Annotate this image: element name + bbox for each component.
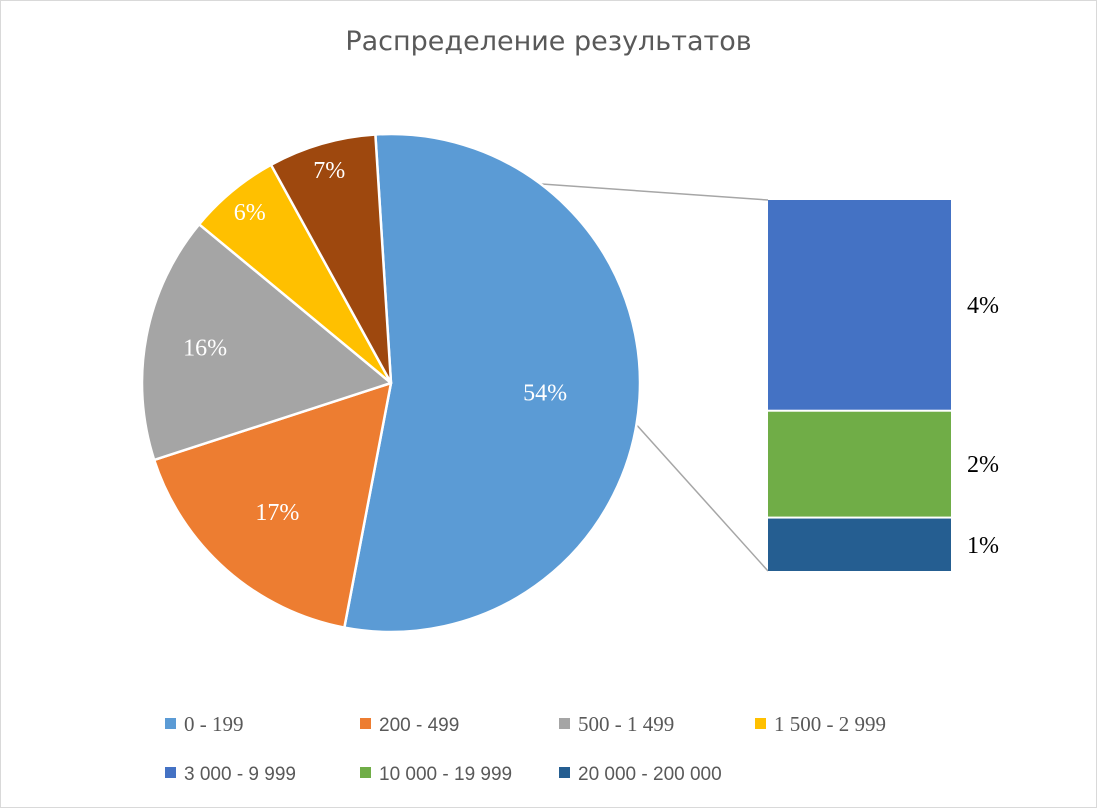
bar-segment-3-000-9-999 bbox=[768, 200, 951, 410]
legend-label: 500 - 1 499 bbox=[578, 712, 674, 736]
bar-data-label-3-000-9-999: 4% bbox=[967, 293, 999, 319]
pie-data-label-1-500-2-999: 6% bbox=[234, 200, 266, 226]
bar-segment-10-000-19-999 bbox=[768, 411, 951, 517]
legend-swatch bbox=[559, 767, 570, 778]
pie-slice-200-499 bbox=[152, 381, 393, 629]
bar-segment-20-000-200-000 bbox=[768, 518, 951, 571]
legend-label: 0 - 199 bbox=[184, 712, 244, 736]
legend-label: 1 500 - 2 999 bbox=[774, 712, 886, 736]
pie-data-label-500-1-499: 16% bbox=[183, 336, 227, 362]
legend: 0 - 199 200 - 499 500 - 1 499 1 500 - 2 999… bbox=[165, 712, 886, 785]
legend-swatch bbox=[559, 718, 570, 729]
pie-slice-0-199 bbox=[343, 132, 642, 634]
legend-swatch bbox=[360, 767, 371, 778]
legend-label: 20 000 - 200 000 bbox=[578, 764, 722, 785]
pie-slice-other bbox=[269, 133, 393, 385]
legend-item-500-1-499: 500 - 1 499 bbox=[559, 712, 674, 736]
legend-item-3-000-9-999: 3 000 - 9 999 bbox=[165, 764, 296, 785]
legend-item-200-499: 200 - 499 bbox=[360, 715, 459, 736]
legend-item-1-500-2-999: 1 500 - 2 999 bbox=[755, 712, 886, 736]
bar-data-label-20-000-200-000: 1% bbox=[967, 533, 999, 559]
legend-swatch bbox=[755, 718, 766, 729]
legend-swatch bbox=[360, 718, 371, 729]
legend-label: 3 000 - 9 999 bbox=[184, 764, 296, 785]
legend-swatch bbox=[165, 718, 176, 729]
pie-data-label-other: 7% bbox=[313, 158, 345, 184]
legend-label: 10 000 - 19 999 bbox=[379, 764, 512, 785]
secondary-bar bbox=[768, 200, 951, 571]
pie-data-label-0-199: 54% bbox=[523, 381, 567, 407]
legend-item-20-000-200-000: 20 000 - 200 000 bbox=[559, 764, 722, 785]
chart-title: Распределение результатов bbox=[345, 26, 752, 57]
legend-label: 200 - 499 bbox=[379, 715, 459, 736]
secondary-bar-labels: 4% 2% 1% bbox=[967, 293, 999, 559]
pie bbox=[140, 132, 642, 634]
pie-data-label-200-499: 17% bbox=[255, 500, 299, 526]
legend-item-0-199: 0 - 199 bbox=[165, 712, 244, 736]
legend-item-10-000-19-999: 10 000 - 19 999 bbox=[360, 764, 512, 785]
bar-data-label-10-000-19-999: 2% bbox=[967, 452, 999, 478]
legend-swatch bbox=[165, 767, 176, 778]
pie-labels: 54% 17% 16% 6% 7% bbox=[183, 158, 567, 526]
pie-slice-500-1-499 bbox=[140, 223, 393, 462]
